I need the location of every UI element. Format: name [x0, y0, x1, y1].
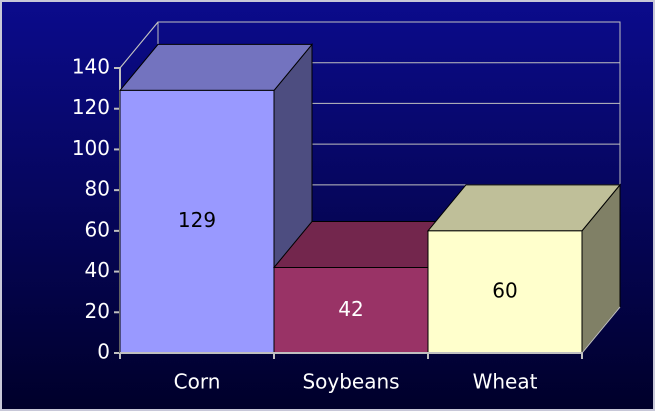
floor-edge [581, 306, 621, 354]
y-tick-label: 100 [72, 136, 110, 160]
value-label: 129 [178, 208, 216, 232]
bar [119, 89, 275, 354]
x-tick-label: Wheat [473, 370, 538, 394]
bar [427, 230, 583, 354]
y-tick-label: 80 [85, 177, 110, 201]
y-tick-label: 0 [97, 340, 110, 364]
y-tick-label: 140 [72, 55, 110, 79]
value-label: 60 [492, 278, 517, 302]
bar [273, 267, 429, 354]
x-tick-label: Soybeans [302, 370, 399, 394]
value-label: 42 [338, 297, 363, 321]
x-tick-label: Corn [174, 370, 221, 394]
y-tick-label: 60 [85, 217, 110, 241]
y-tick-label: 120 [72, 95, 110, 119]
y-tick-label: 40 [85, 258, 110, 282]
y-tick-label: 20 [85, 299, 110, 323]
